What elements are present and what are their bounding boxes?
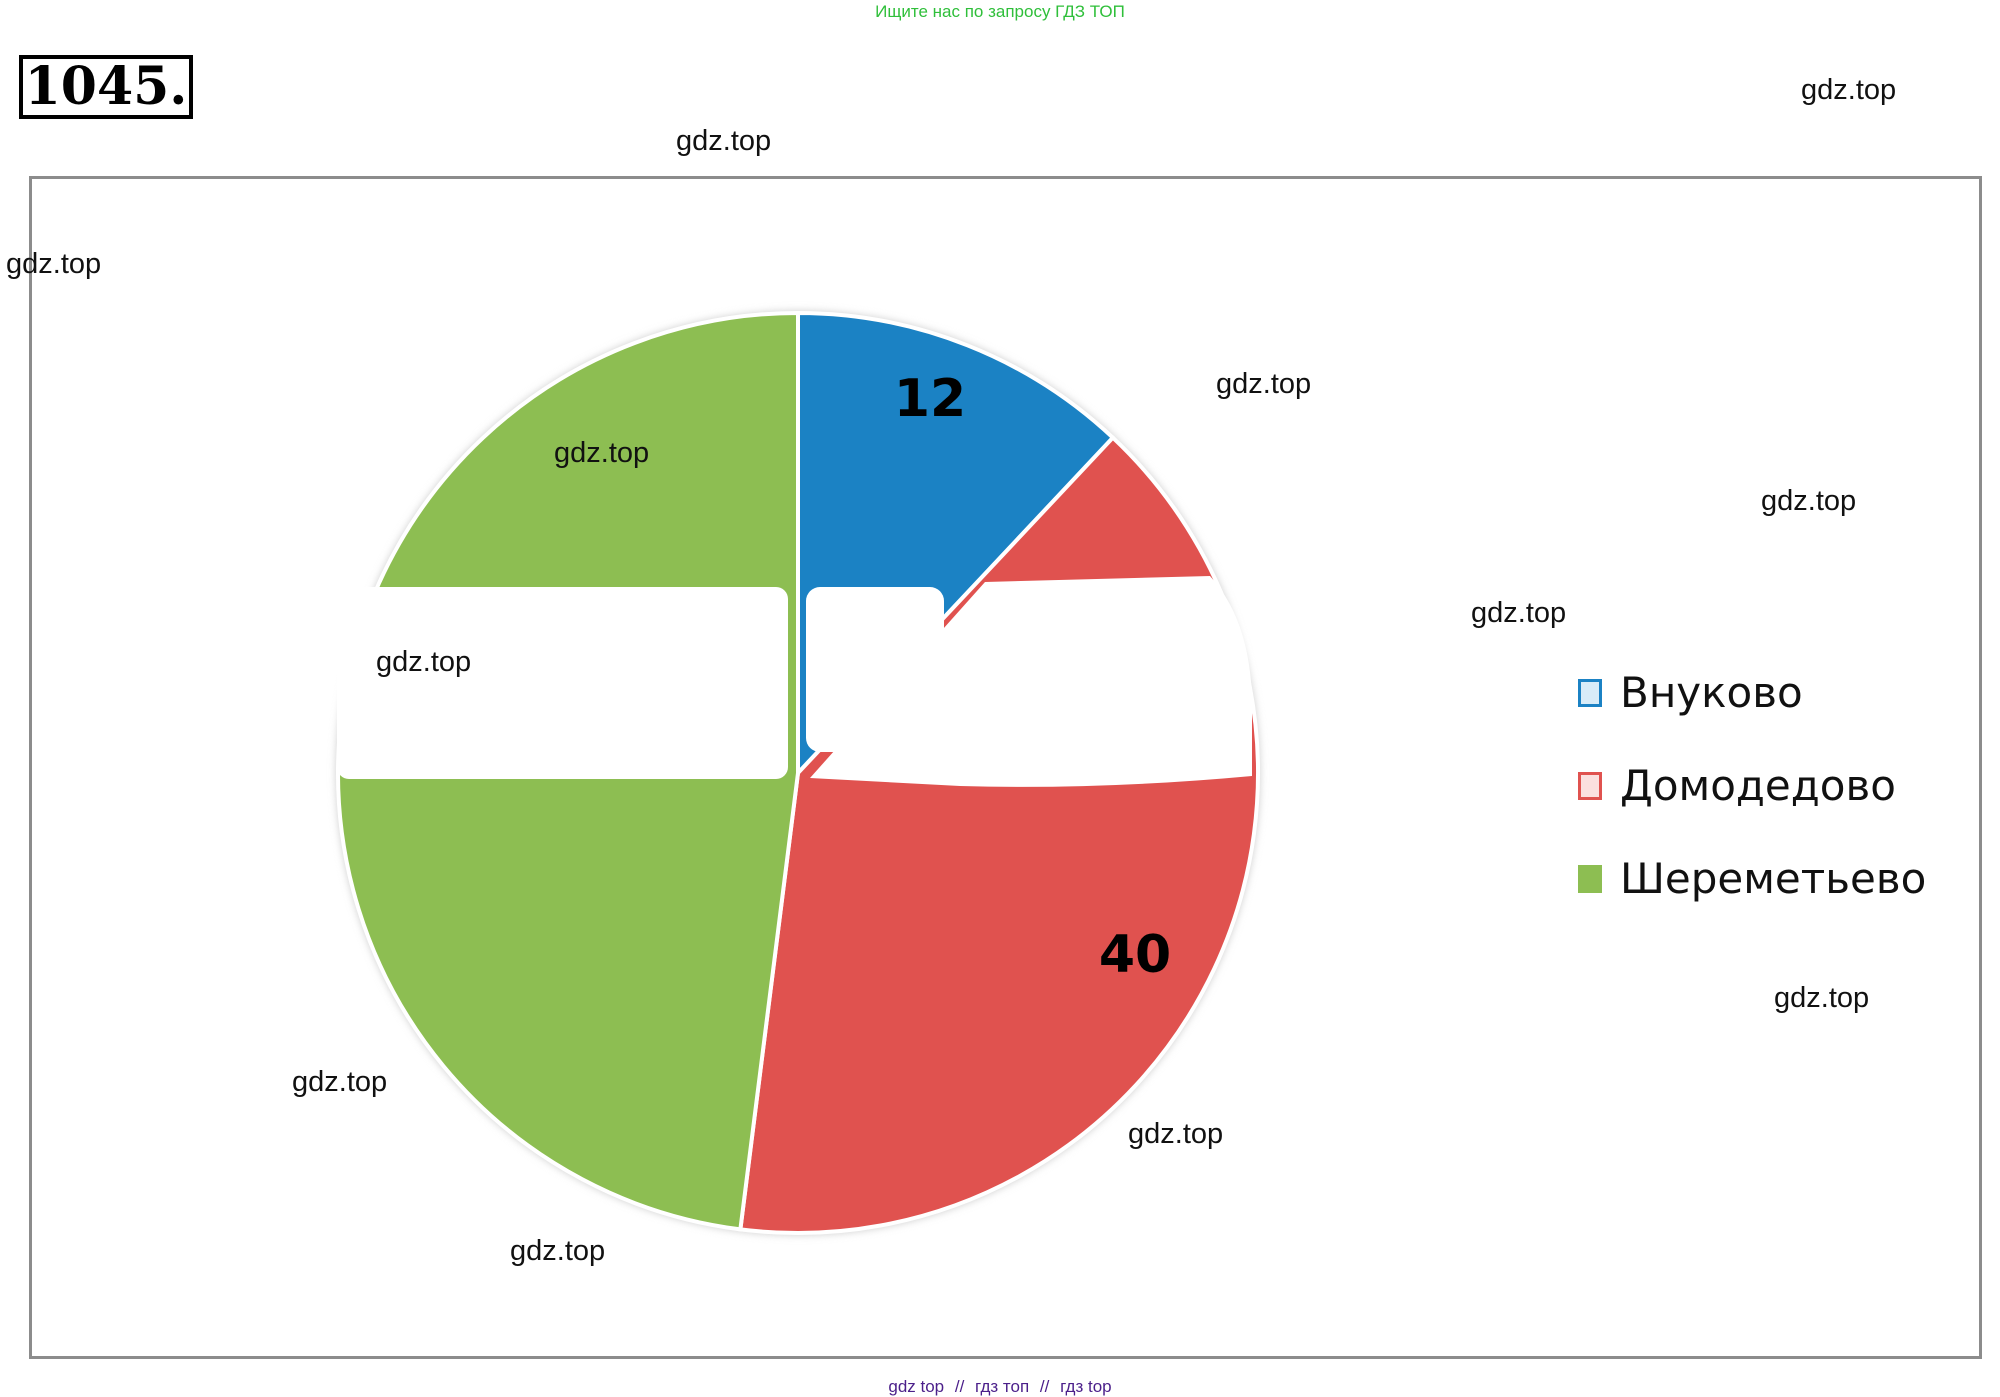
watermark: gdz.top (1801, 74, 1897, 106)
watermark: gdz.top (6, 248, 102, 280)
watermark: gdz.top (1774, 982, 1870, 1014)
footer-separator: // (1039, 1377, 1050, 1396)
search-hint: Ищите нас по запросу ГДЗ ТОП (875, 2, 1125, 21)
legend-swatch-domodedovo (1578, 771, 1602, 800)
data-label-domodedovo: 40 (1099, 925, 1171, 985)
legend-label: Шереметьево (1620, 854, 1927, 903)
watermark: gdz.top (292, 1066, 388, 1098)
redaction-patch-3 (810, 576, 1252, 787)
legend-swatch-vnukovo (1578, 678, 1602, 707)
watermark: gdz.top (1216, 368, 1312, 400)
watermark: gdz.top (376, 646, 472, 678)
footer-separator: // (954, 1377, 965, 1396)
problem-number: 1045. (19, 55, 193, 119)
footer-link-gdz-top-mixed[interactable]: гдз top (1060, 1377, 1112, 1396)
redaction-patch-1 (337, 587, 788, 779)
chart-frame (29, 176, 1982, 1359)
data-label-vnukovo: 12 (894, 369, 966, 429)
legend-label: Домодедово (1620, 761, 1896, 810)
footer-links: gdz top // гдз топ // гдз top (0, 1377, 2000, 1397)
watermark: gdz.top (510, 1235, 606, 1267)
watermark: gdz.top (1471, 597, 1567, 629)
footer-link-gdz-top-ru[interactable]: гдз топ (975, 1377, 1030, 1396)
legend-item-sheremetyevo: Шереметьево (1578, 832, 1926, 925)
footer-link-gdz-top[interactable]: gdz top (888, 1377, 945, 1396)
watermark: gdz.top (676, 125, 772, 157)
watermark: gdz.top (554, 437, 650, 469)
legend-item-vnukovo: Внуково (1578, 646, 1926, 739)
watermark: gdz.top (1761, 485, 1857, 517)
legend-label: Внуково (1620, 668, 1803, 717)
watermark: gdz.top (1128, 1118, 1224, 1150)
legend-swatch-sheremetyevo (1578, 864, 1602, 893)
chart-legend: Внуково Домодедово Шереметьево (1578, 646, 1926, 925)
legend-item-domodedovo: Домодедово (1578, 739, 1926, 832)
